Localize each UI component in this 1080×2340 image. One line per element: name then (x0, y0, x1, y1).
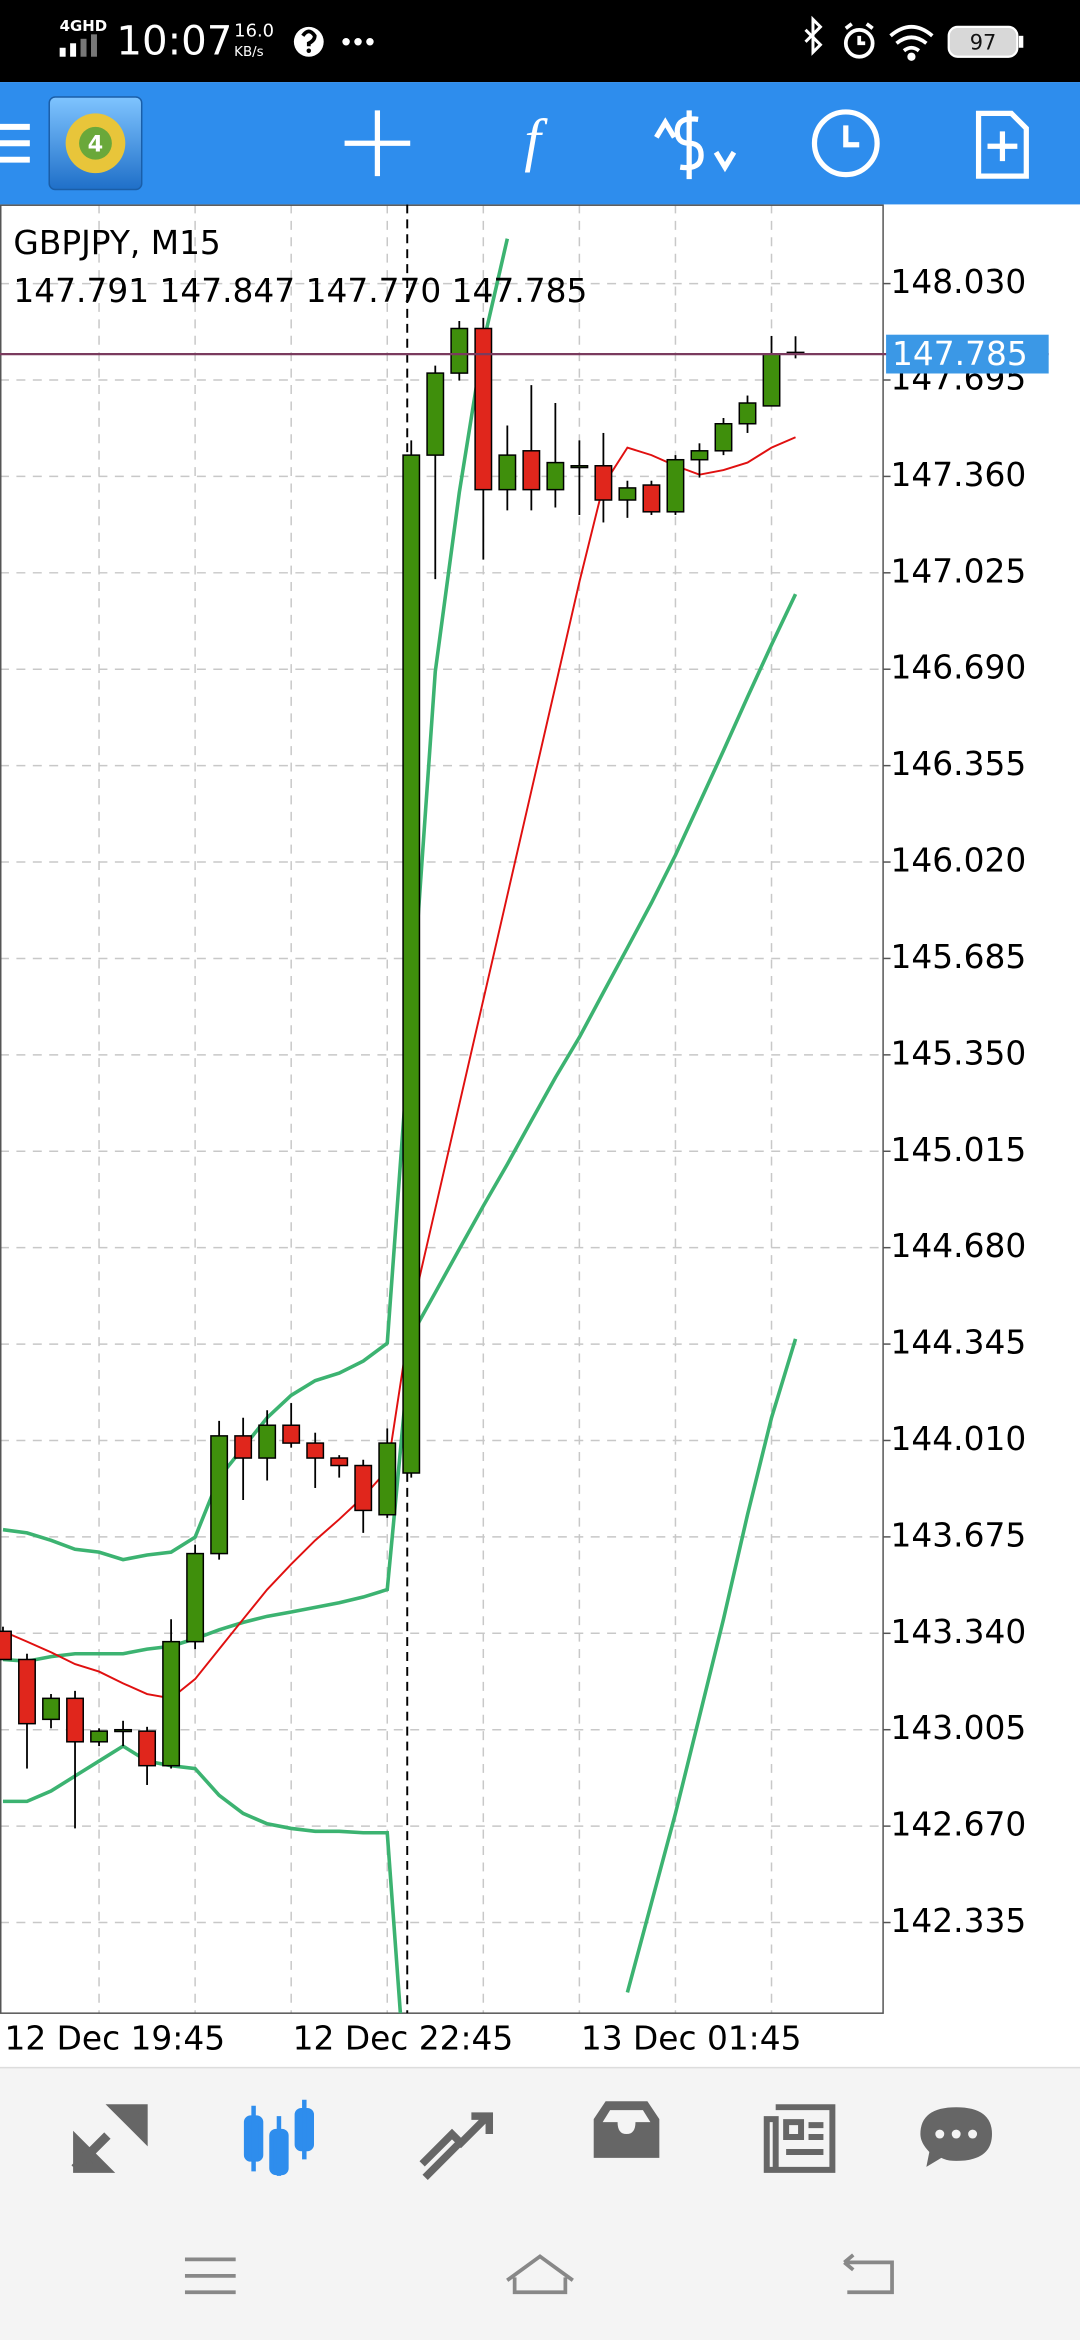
y-tick-label: 145.350 (891, 1034, 1027, 1072)
candle-body (546, 461, 565, 491)
speed-unit: KB/s (234, 45, 263, 60)
y-tick-label: 148.030 (891, 263, 1027, 301)
timeframe-button[interactable] (811, 109, 880, 178)
candle-body (282, 1424, 301, 1444)
news-tab[interactable] (763, 2104, 836, 2173)
battery-tip (1018, 35, 1024, 48)
candle-body (42, 1697, 60, 1721)
menu-button[interactable] (0, 123, 30, 163)
y-tick-label: 147.360 (891, 456, 1027, 494)
template-button[interactable] (975, 110, 1029, 179)
speed: 16.0 (234, 20, 274, 41)
candle-body (402, 454, 421, 1474)
candle-body (594, 465, 613, 501)
candle-body (450, 327, 469, 374)
plot-frame (0, 204, 884, 2014)
indicator-line (2, 238, 510, 1562)
bluetooth-icon (804, 15, 823, 56)
y-tick-label: 146.020 (891, 842, 1027, 880)
back-button[interactable] (843, 2253, 894, 2295)
candle-body (258, 1424, 277, 1459)
indicator-line (2, 436, 796, 1700)
more-icon (342, 38, 374, 46)
plot (0, 238, 805, 2014)
chart-title: GBPJPY, M15 (13, 224, 220, 262)
network: 4GHD (60, 17, 107, 35)
candle-body (642, 484, 661, 513)
candle-body (0, 1630, 12, 1661)
candle-body (18, 1658, 36, 1725)
candle-body (114, 1728, 133, 1733)
wifi-icon (889, 25, 934, 61)
candle-body (378, 1442, 397, 1516)
price-label-box (886, 334, 1049, 374)
candle-body (186, 1552, 205, 1643)
candle-body (162, 1640, 181, 1767)
candle-body (618, 487, 637, 501)
battery-icon (947, 25, 1019, 58)
quotes-tab[interactable] (71, 2104, 148, 2173)
candle-body (738, 402, 757, 425)
app-logo[interactable]: 4 (48, 96, 143, 191)
ohlc-label: 147.791 147.847 147.770 147.785 (13, 272, 587, 310)
home-button[interactable] (506, 2254, 574, 2295)
y-tick-label: 143.675 (891, 1516, 1027, 1554)
y-tick-label: 143.005 (891, 1709, 1027, 1747)
candle-body (666, 458, 685, 513)
candle-body (498, 454, 517, 491)
y-tick-label: 146.690 (891, 649, 1027, 687)
chat-tab[interactable] (920, 2107, 992, 2167)
y-tick-label: 144.010 (891, 1420, 1027, 1458)
indicator-line (2, 1338, 798, 2014)
y-tick-label: 142.670 (891, 1806, 1027, 1844)
bottom-bar (0, 2066, 1080, 2340)
y-tick-label: 145.015 (891, 1131, 1027, 1169)
candle-body (210, 1435, 229, 1555)
candle-body (66, 1697, 84, 1743)
candle-body (354, 1464, 373, 1512)
history-tab[interactable] (593, 2101, 660, 2158)
crosshair-button[interactable] (344, 110, 411, 177)
candle-body (90, 1730, 109, 1743)
candle-body (234, 1435, 253, 1459)
price-label: 147.785 (892, 335, 1028, 373)
x-tick-label: 12 Dec 22:45 (293, 2020, 514, 2058)
signal-icon (59, 34, 97, 57)
candle-body (306, 1442, 325, 1459)
candle-body (690, 450, 709, 461)
trade-tab[interactable] (419, 2112, 494, 2180)
candle-body (426, 372, 445, 456)
candle-body (714, 422, 733, 452)
candle-body (522, 450, 541, 491)
indicator-line (2, 593, 798, 1664)
y-tick-label: 144.345 (891, 1324, 1027, 1362)
candle-body (762, 353, 781, 407)
clock: 10:07 (116, 18, 232, 64)
candle-body (330, 1457, 349, 1467)
toolbar (0, 82, 1080, 205)
x-tick-label: 13 Dec 01:45 (581, 2020, 802, 2058)
y-tick-label: 142.335 (891, 1902, 1027, 1940)
y-tick-label: 143.340 (891, 1613, 1027, 1651)
battery-level: 97 (970, 30, 997, 54)
y-tick-label: 144.680 (891, 1227, 1027, 1265)
candle-body (474, 327, 493, 491)
candle-body (138, 1730, 157, 1767)
trade-button[interactable] (654, 110, 737, 180)
price-axis: 148.030147.695147.360147.025146.690146.3… (4, 263, 1026, 2057)
recents-button[interactable] (184, 2257, 236, 2295)
candle-body (570, 465, 589, 469)
y-tick-label: 147.025 (891, 552, 1027, 590)
y-tick-label: 146.355 (891, 745, 1027, 783)
chart-tab[interactable] (243, 2099, 315, 2176)
y-tick-label: 145.685 (891, 938, 1027, 976)
x-tick-label: 12 Dec 19:45 (4, 2020, 225, 2058)
alarm-icon (843, 22, 875, 59)
help-icon (293, 26, 324, 57)
svg-text:4: 4 (88, 131, 104, 157)
